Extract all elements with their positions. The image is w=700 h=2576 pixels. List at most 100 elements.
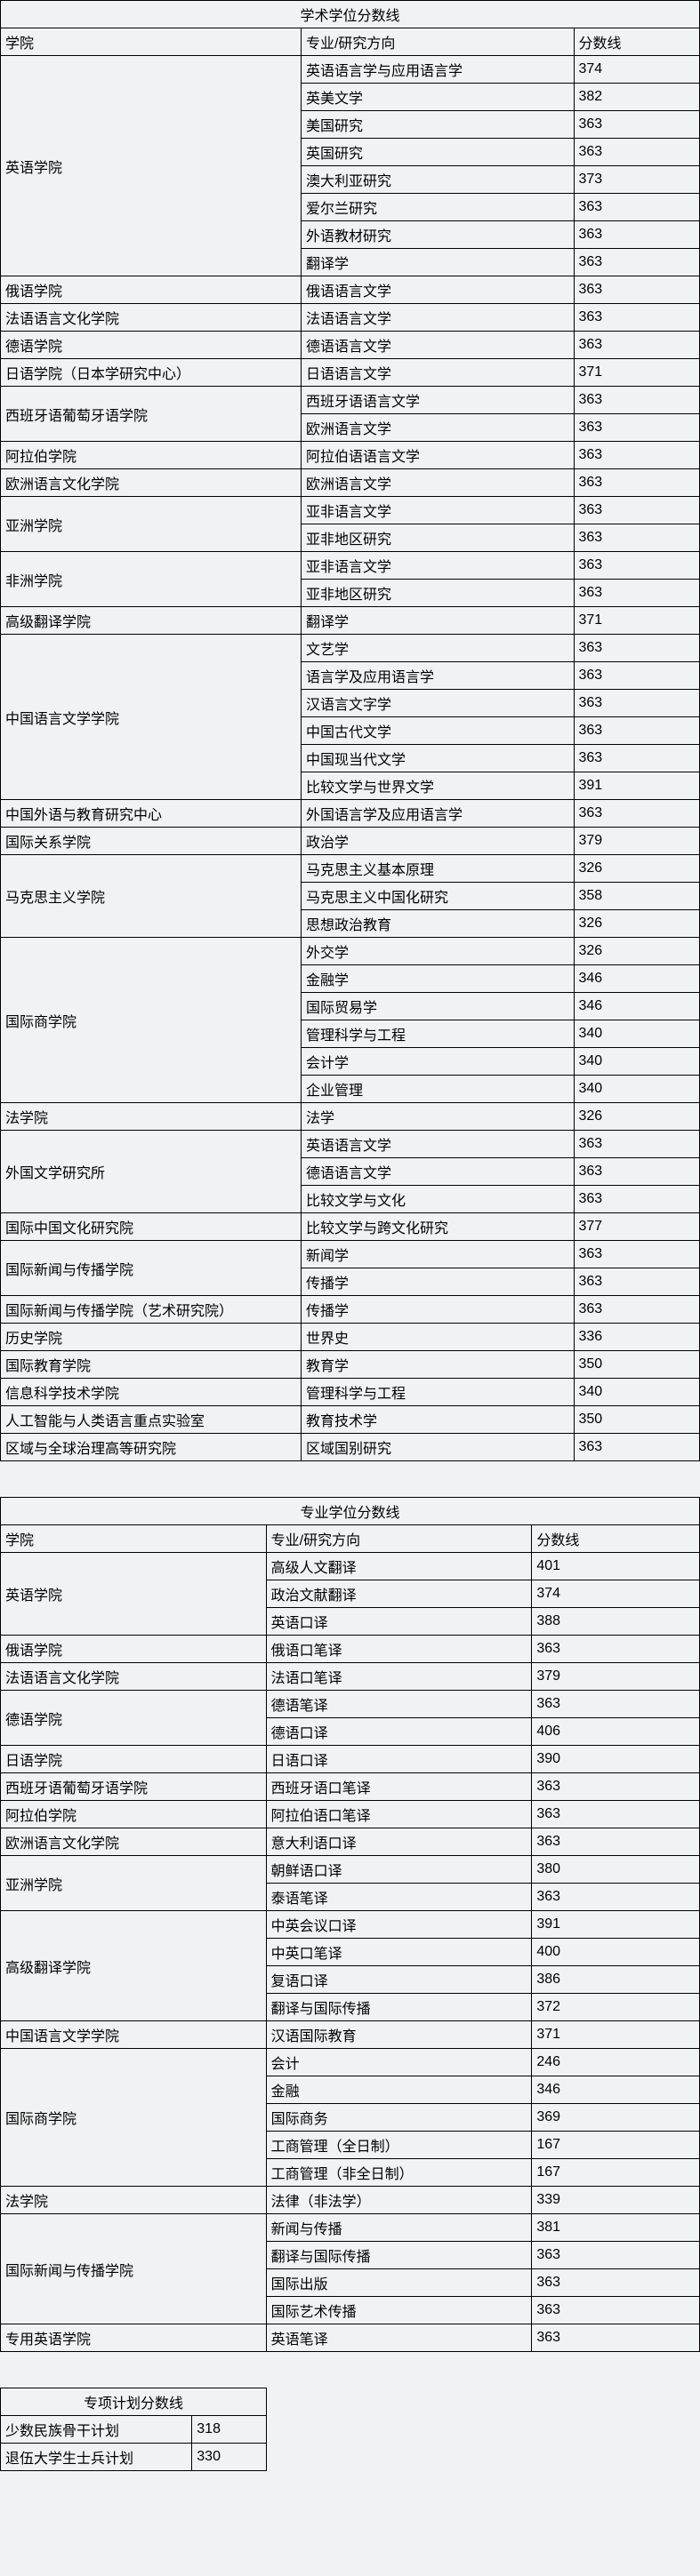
major-cell: 爱尔兰研究 <box>301 194 574 221</box>
college-cell: 中国语言文学学院 <box>1 635 302 800</box>
score-cell: 363 <box>574 442 700 469</box>
college-cell: 高级翻译学院 <box>1 607 302 635</box>
college-cell: 国际中国文化研究院 <box>1 1213 302 1241</box>
score-cell: 358 <box>574 883 700 910</box>
score-cell: 406 <box>532 1718 700 1746</box>
major-cell: 美国研究 <box>301 111 574 139</box>
major-cell: 翻译与国际传播 <box>266 2242 532 2269</box>
score-cell: 391 <box>532 1911 700 1939</box>
score-cell: 363 <box>574 1241 700 1268</box>
table-title: 学术学位分数线 <box>1 1 700 28</box>
college-cell: 德语学院 <box>1 332 302 359</box>
table-row: 法语语言文化学院法语语言文学363 <box>1 304 700 332</box>
column-header: 学院 <box>1 28 302 56</box>
table-row: 国际关系学院政治学379 <box>1 828 700 855</box>
college-cell: 俄语学院 <box>1 1636 267 1663</box>
major-cell: 外语教材研究 <box>301 221 574 249</box>
table-row: 退伍大学生士兵计划330 <box>1 2444 267 2471</box>
score-cell: 363 <box>574 1186 700 1213</box>
score-cell: 363 <box>532 2269 700 2297</box>
major-cell: 日语语言文学 <box>301 359 574 387</box>
major-cell: 德语笔译 <box>266 1691 532 1718</box>
major-cell: 法语口笔译 <box>266 1663 532 1691</box>
college-cell: 日语学院 <box>1 1746 267 1773</box>
table-row: 亚洲学院亚非语言文学363 <box>1 497 700 524</box>
score-cell: 363 <box>532 1691 700 1718</box>
major-cell: 教育技术学 <box>301 1406 574 1434</box>
score-cell: 363 <box>574 1158 700 1186</box>
table-row: 国际商学院外交学326 <box>1 938 700 965</box>
score-cell: 363 <box>574 800 700 828</box>
score-cell: 363 <box>574 717 700 745</box>
score-cell: 350 <box>574 1406 700 1434</box>
major-cell: 德语口译 <box>266 1718 532 1746</box>
major-cell: 翻译与国际传播 <box>266 1994 532 2021</box>
major-cell: 会计学 <box>301 1048 574 1076</box>
major-cell: 传播学 <box>301 1268 574 1296</box>
college-cell: 阿拉伯学院 <box>1 1801 267 1828</box>
spacer <box>0 2352 700 2388</box>
score-cell: 167 <box>532 2132 700 2159</box>
table-row: 英语学院英语语言学与应用语言学374 <box>1 56 700 84</box>
score-cell: 326 <box>574 855 700 883</box>
score-cell: 326 <box>574 910 700 938</box>
score-cell: 363 <box>574 524 700 552</box>
major-cell: 比较文学与文化 <box>301 1186 574 1213</box>
score-cell: 363 <box>574 690 700 717</box>
major-cell: 新闻与传播 <box>266 2214 532 2242</box>
table-row: 俄语学院俄语语言文学363 <box>1 276 700 304</box>
table-row: 西班牙语葡萄牙语学院西班牙语语言文学363 <box>1 387 700 414</box>
major-cell: 汉语言文字学 <box>301 690 574 717</box>
major-cell: 俄语口笔译 <box>266 1636 532 1663</box>
professional-degree-table: 专业学位分数线学院专业/研究方向分数线英语学院高级人文翻译401政治文献翻译37… <box>0 1497 700 2352</box>
score-cell: 363 <box>574 469 700 497</box>
major-cell: 泰语笔译 <box>266 1884 532 1911</box>
major-cell: 教育学 <box>301 1351 574 1379</box>
college-cell: 西班牙语葡萄牙语学院 <box>1 387 302 442</box>
score-cell: 379 <box>574 828 700 855</box>
table-row: 欧洲语言文化学院意大利语口译363 <box>1 1828 700 1856</box>
score-cell: 350 <box>574 1351 700 1379</box>
table-title: 专项计划分数线 <box>1 2388 267 2416</box>
score-cell: 363 <box>574 332 700 359</box>
major-cell: 传播学 <box>301 1296 574 1324</box>
college-cell: 国际商学院 <box>1 938 302 1103</box>
table-row: 法语语言文化学院法语口笔译379 <box>1 1663 700 1691</box>
major-cell: 国际出版 <box>266 2269 532 2297</box>
score-cell: 363 <box>532 1636 700 1663</box>
table-row: 阿拉伯学院阿拉伯语语言文学363 <box>1 442 700 469</box>
major-cell: 高级人文翻译 <box>266 1553 532 1580</box>
college-cell: 马克思主义学院 <box>1 855 302 938</box>
college-cell: 中国外语与教育研究中心 <box>1 800 302 828</box>
score-cell: 380 <box>532 1856 700 1884</box>
score-cell: 373 <box>574 166 700 194</box>
score-cell: 390 <box>532 1746 700 1773</box>
college-cell: 国际新闻与传播学院 <box>1 2214 267 2324</box>
table-row: 国际教育学院教育学350 <box>1 1351 700 1379</box>
score-cell: 346 <box>532 2076 700 2104</box>
major-cell: 管理科学与工程 <box>301 1020 574 1048</box>
score-cell: 363 <box>574 497 700 524</box>
major-cell: 西班牙语语言文学 <box>301 387 574 414</box>
major-cell: 英语语言文学 <box>301 1131 574 1158</box>
score-cell: 371 <box>574 607 700 635</box>
major-cell: 亚非语言文学 <box>301 497 574 524</box>
score-cell: 363 <box>574 552 700 580</box>
score-cell: 400 <box>532 1939 700 1966</box>
college-cell: 亚洲学院 <box>1 1856 267 1911</box>
major-cell: 德语语言文学 <box>301 1158 574 1186</box>
college-cell: 阿拉伯学院 <box>1 442 302 469</box>
major-cell: 翻译学 <box>301 249 574 276</box>
college-cell: 历史学院 <box>1 1324 302 1351</box>
college-cell: 德语学院 <box>1 1691 267 1746</box>
major-cell: 思想政治教育 <box>301 910 574 938</box>
table-row: 非洲学院亚非语言文学363 <box>1 552 700 580</box>
score-cell: 363 <box>574 304 700 332</box>
major-cell: 外交学 <box>301 938 574 965</box>
table-row: 俄语学院俄语口笔译363 <box>1 1636 700 1663</box>
major-cell: 亚非地区研究 <box>301 524 574 552</box>
table-row: 中国语言文学学院文艺学363 <box>1 635 700 662</box>
plan-name-cell: 少数民族骨干计划 <box>1 2416 192 2444</box>
major-cell: 汉语国际教育 <box>266 2021 532 2049</box>
table-title: 专业学位分数线 <box>1 1498 700 1525</box>
